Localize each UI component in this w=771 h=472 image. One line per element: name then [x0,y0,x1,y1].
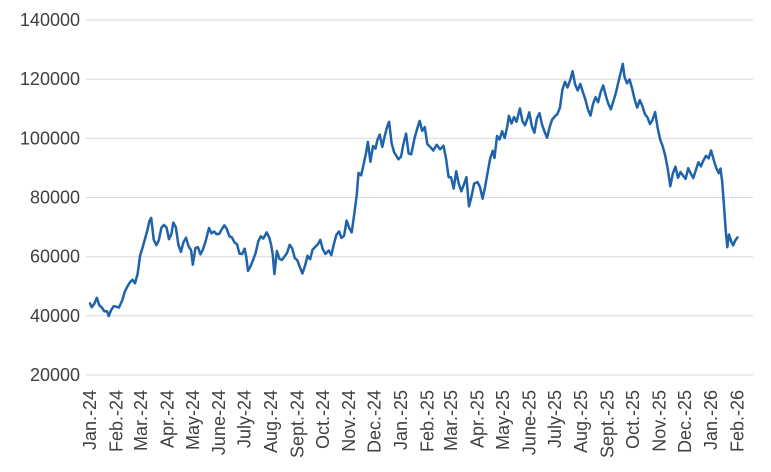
x-axis-tick-label: May-25 [493,390,513,450]
x-axis-tick-labels: Jan.-24 Feb.-24 Mar.-24 Apr.-24 May-24 June-2… [80,390,748,458]
x-axis-tick-label: Feb.-24 [106,390,126,452]
y-axis-tick-label: 80000 [30,188,80,208]
x-axis-tick-label: Apr.-25 [468,390,488,448]
y-axis-tick-label: 40000 [30,306,80,326]
y-axis-tick-labels: 140000 120000 100000 80000 60000 40000 20000 [20,10,80,385]
y-axis-tick-label: 100000 [20,128,80,148]
x-axis-tick-label: Oct.-24 [313,390,333,449]
x-axis-tick-label: June-25 [519,390,539,455]
x-axis-tick-label: Feb.-26 [728,390,748,452]
x-axis-tick-label: July-24 [235,390,255,448]
x-axis-tick-label: Sept.-24 [287,390,307,458]
price-line [88,62,739,318]
y-axis-tick-label: 60000 [30,247,80,267]
x-axis-tick-label: Aug.-24 [261,390,281,453]
x-axis-tick-label: June-24 [209,390,229,455]
x-axis-tick-label: Dec.-25 [675,390,695,453]
x-axis-tick-label: July-25 [545,390,565,448]
x-axis-tick-label: Dec.-24 [365,390,385,453]
x-axis-tick-label: Mar.-24 [131,390,151,451]
x-axis-tick-label: Mar.-25 [441,390,461,451]
x-axis-tick-label: Nov.-25 [649,390,669,452]
y-axis-tick-label: 20000 [30,365,80,385]
gridlines [86,19,753,376]
x-axis-tick-label: Oct.-25 [623,390,643,449]
price-series [88,62,739,318]
x-axis-tick-label: Nov.-24 [339,390,359,452]
x-axis-tick-label: Jan.-24 [80,390,100,450]
x-axis-tick-label: Feb.-25 [417,390,437,452]
x-axis-tick-label: Sept.-25 [598,390,618,458]
x-axis-tick-label: Apr.-24 [157,390,177,448]
y-axis-tick-label: 140000 [20,10,80,30]
x-axis-tick-label: May-24 [183,390,203,450]
x-axis-tick-label: Aug.-25 [571,390,591,453]
y-axis-tick-label: 120000 [20,69,80,89]
x-axis-tick-label: Jan.-25 [391,390,411,450]
x-axis-tick-label: Jan.-26 [701,390,721,450]
